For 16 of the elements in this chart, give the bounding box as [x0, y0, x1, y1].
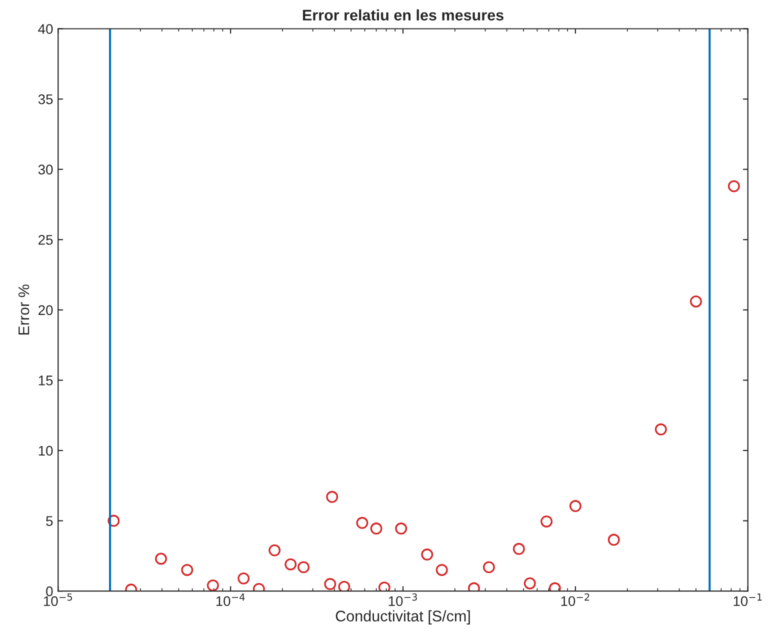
- y-tick-label: 0: [46, 586, 53, 596]
- y-tick-label: 5: [46, 516, 53, 526]
- chart-title: Error relatiu en les mesures: [302, 9, 504, 21]
- x-tick-label: 10$^{−4}$: [216, 594, 245, 606]
- y-tick-label: 15: [38, 376, 53, 386]
- y-tick-label: 20: [38, 305, 53, 316]
- y-tick-label: 25: [38, 234, 53, 245]
- x-tick-label: 10$^{−2}$: [561, 593, 590, 606]
- x-tick-label: 10$^{−1}$: [734, 594, 762, 606]
- y-axis-title: Error %: [18, 284, 30, 335]
- x-axis-title: Conductivitat [S/cm]: [336, 610, 470, 625]
- y-tick-label: 10: [38, 446, 53, 456]
- x-tick-label: 10$^{−3}$: [388, 593, 417, 606]
- y-tick-label: 40: [38, 24, 53, 34]
- y-tick-label: 30: [38, 164, 53, 175]
- y-tick-label: 35: [38, 94, 53, 104]
